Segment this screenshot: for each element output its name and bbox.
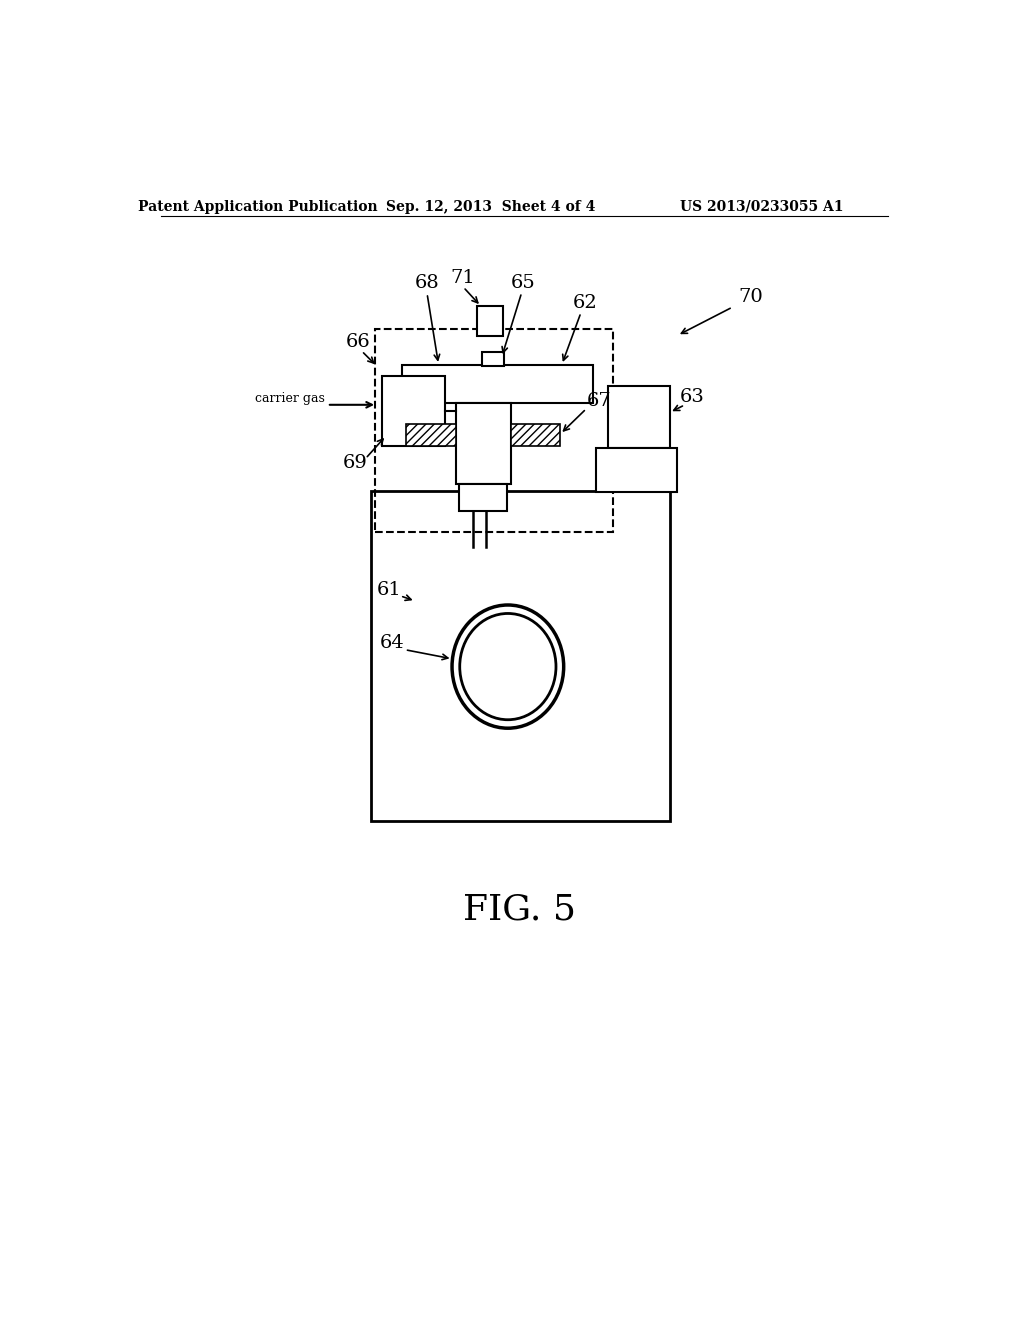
Text: 70: 70 (739, 288, 764, 306)
Bar (477, 306, 503, 335)
Text: 66: 66 (346, 333, 371, 351)
Bar (460, 484, 507, 511)
Text: FIG. 5: FIG. 5 (463, 892, 575, 927)
Bar (596, 447, 677, 492)
Text: 69: 69 (343, 454, 368, 471)
Bar (511, 424, 560, 446)
Text: 64: 64 (380, 635, 404, 652)
Text: 62: 62 (572, 294, 597, 312)
Bar (401, 364, 593, 404)
Text: 63: 63 (680, 388, 706, 407)
Text: Sep. 12, 2013  Sheet 4 of 4: Sep. 12, 2013 Sheet 4 of 4 (386, 199, 596, 214)
Bar (407, 424, 456, 446)
Bar (608, 387, 670, 447)
Text: 61: 61 (377, 581, 401, 598)
Text: US 2013/0233055 A1: US 2013/0233055 A1 (680, 199, 844, 214)
Bar (376, 330, 612, 532)
Bar (482, 352, 504, 367)
Bar (371, 491, 670, 821)
Text: 68: 68 (415, 275, 439, 292)
Bar (456, 404, 511, 484)
Text: 65: 65 (511, 275, 536, 292)
Text: 71: 71 (451, 269, 475, 286)
Bar (382, 376, 445, 446)
Text: 67: 67 (587, 392, 612, 411)
Text: carrier gas: carrier gas (255, 392, 325, 405)
Text: Patent Application Publication: Patent Application Publication (138, 199, 378, 214)
